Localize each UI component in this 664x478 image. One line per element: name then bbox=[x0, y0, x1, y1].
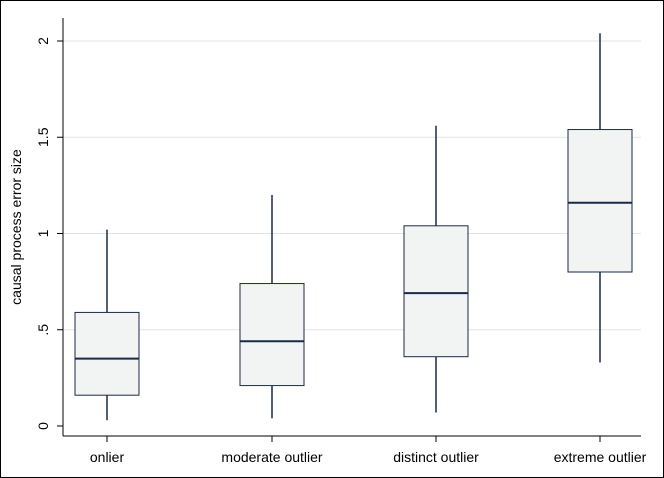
box-2 bbox=[403, 125, 469, 413]
x-tick-label-1: moderate outlier bbox=[221, 449, 323, 465]
iqr-box-3 bbox=[567, 129, 633, 273]
plot-area bbox=[63, 18, 641, 436]
y-tick-label-3: 1.5 bbox=[35, 127, 51, 147]
x-tick-label-3: extreme outlier bbox=[554, 449, 647, 465]
axes bbox=[62, 18, 641, 437]
x-ticks: onlier moderate outlier distinct outlier ex… bbox=[90, 436, 647, 465]
y-tick-label-2: 1 bbox=[35, 229, 51, 237]
box-1 bbox=[239, 195, 305, 419]
x-tick-label-2: distinct outlier bbox=[393, 449, 479, 465]
iqr-box-2 bbox=[403, 225, 469, 358]
grid-lines bbox=[63, 40, 641, 331]
iqr-box-1 bbox=[239, 283, 305, 387]
box-series bbox=[74, 33, 633, 421]
y-tick-label-1: .5 bbox=[35, 324, 51, 336]
y-tick-label-0: 0 bbox=[35, 422, 51, 430]
y-axis-title: causal process error size bbox=[8, 149, 24, 305]
y-ticks: 0 .5 1 1.5 2 bbox=[35, 37, 63, 430]
y-tick-label-4: 2 bbox=[35, 37, 51, 45]
box-0 bbox=[74, 229, 140, 421]
iqr-box-0 bbox=[74, 311, 140, 396]
box-3 bbox=[567, 33, 633, 363]
x-tick-label-0: onlier bbox=[90, 449, 125, 465]
